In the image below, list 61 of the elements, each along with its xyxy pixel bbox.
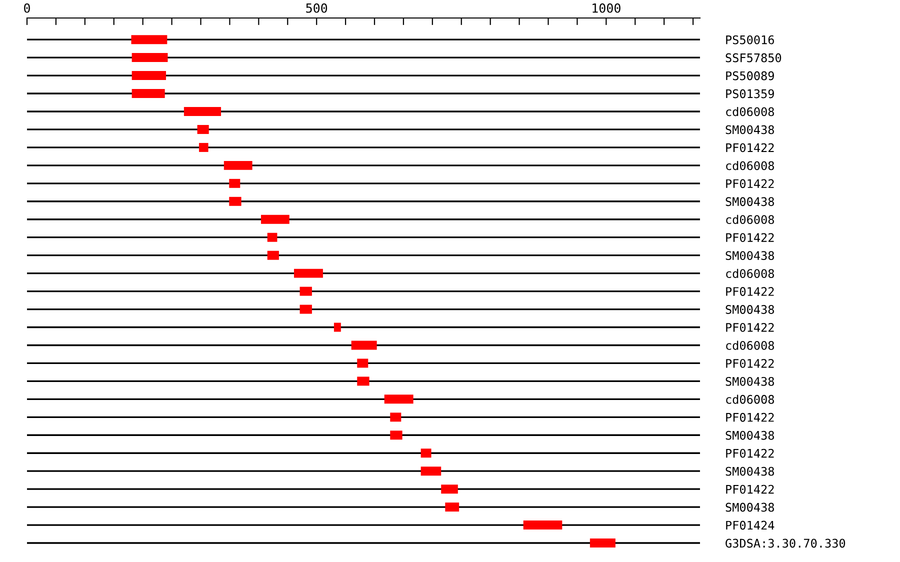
bar: [390, 430, 402, 440]
bar: [420, 448, 432, 458]
bar: [294, 268, 323, 278]
y-tick-label: SSF57850: [726, 53, 782, 62]
y-tick-label: PF01422: [726, 287, 774, 296]
y-tick-label: PS01359: [726, 89, 774, 98]
y-tick-label: SM00438: [726, 197, 774, 206]
y-tick-label: PS50016: [726, 35, 774, 44]
y-tick-label: SM00438: [726, 305, 774, 314]
bar: [300, 304, 312, 314]
bar: [132, 71, 166, 80]
x-tick-label: 500: [306, 3, 328, 13]
y-tick-label: SM00438: [726, 466, 774, 476]
bar: [132, 53, 168, 62]
y-tick-label: SM00438: [726, 376, 774, 386]
y-tick-label: PF01422: [726, 448, 774, 458]
y-tick-label: cd06008: [726, 340, 774, 350]
y-tick-label: PF01422: [726, 179, 774, 188]
y-tick-label: cd06008: [726, 394, 774, 404]
bar: [132, 89, 165, 98]
y-tick-label: SM00438: [726, 125, 774, 134]
y-tick-label: cd06008: [726, 160, 774, 170]
y-tick-label: cd06008: [726, 214, 774, 224]
y-tick-label: PF01422: [726, 143, 774, 152]
bar: [197, 124, 209, 134]
bar: [267, 250, 279, 260]
bar: [131, 35, 168, 44]
bar: [357, 358, 368, 368]
y-tick-label: SM00438: [726, 502, 774, 512]
bar: [351, 340, 377, 350]
bar: [441, 484, 458, 494]
y-tick-label: PS50089: [726, 71, 774, 80]
y-tick-label: cd06008: [726, 107, 774, 116]
y-tick-label: SM00438: [726, 251, 774, 260]
bar: [445, 502, 460, 512]
bar: [357, 376, 370, 386]
bar: [224, 160, 252, 170]
bar: [267, 232, 278, 242]
y-tick-label: G3DSA:3.30.70.330: [726, 538, 846, 548]
y-tick-label: PF01422: [726, 233, 774, 242]
bar: [420, 466, 442, 476]
bar: [260, 214, 290, 224]
y-tick-label: PF01422: [726, 412, 774, 422]
x-tick-label: 1000: [592, 3, 620, 13]
bar: [384, 394, 414, 404]
bar: [184, 107, 222, 116]
bar: [390, 412, 402, 422]
y-tick-label: PF01422: [726, 484, 774, 494]
bar: [199, 142, 208, 152]
x-tick-label: 0: [24, 3, 30, 13]
bar: [523, 520, 562, 530]
bar: [590, 538, 616, 548]
bar: [229, 178, 240, 188]
bar: [300, 286, 312, 296]
y-tick-label: PF01422: [726, 323, 774, 332]
bar: [229, 196, 242, 206]
y-tick-label: cd06008: [726, 268, 774, 278]
y-tick-label: PF01422: [726, 358, 774, 368]
bar: [334, 322, 341, 332]
y-tick-label: PF01424: [726, 520, 774, 530]
y-tick-label: SM00438: [726, 430, 774, 440]
